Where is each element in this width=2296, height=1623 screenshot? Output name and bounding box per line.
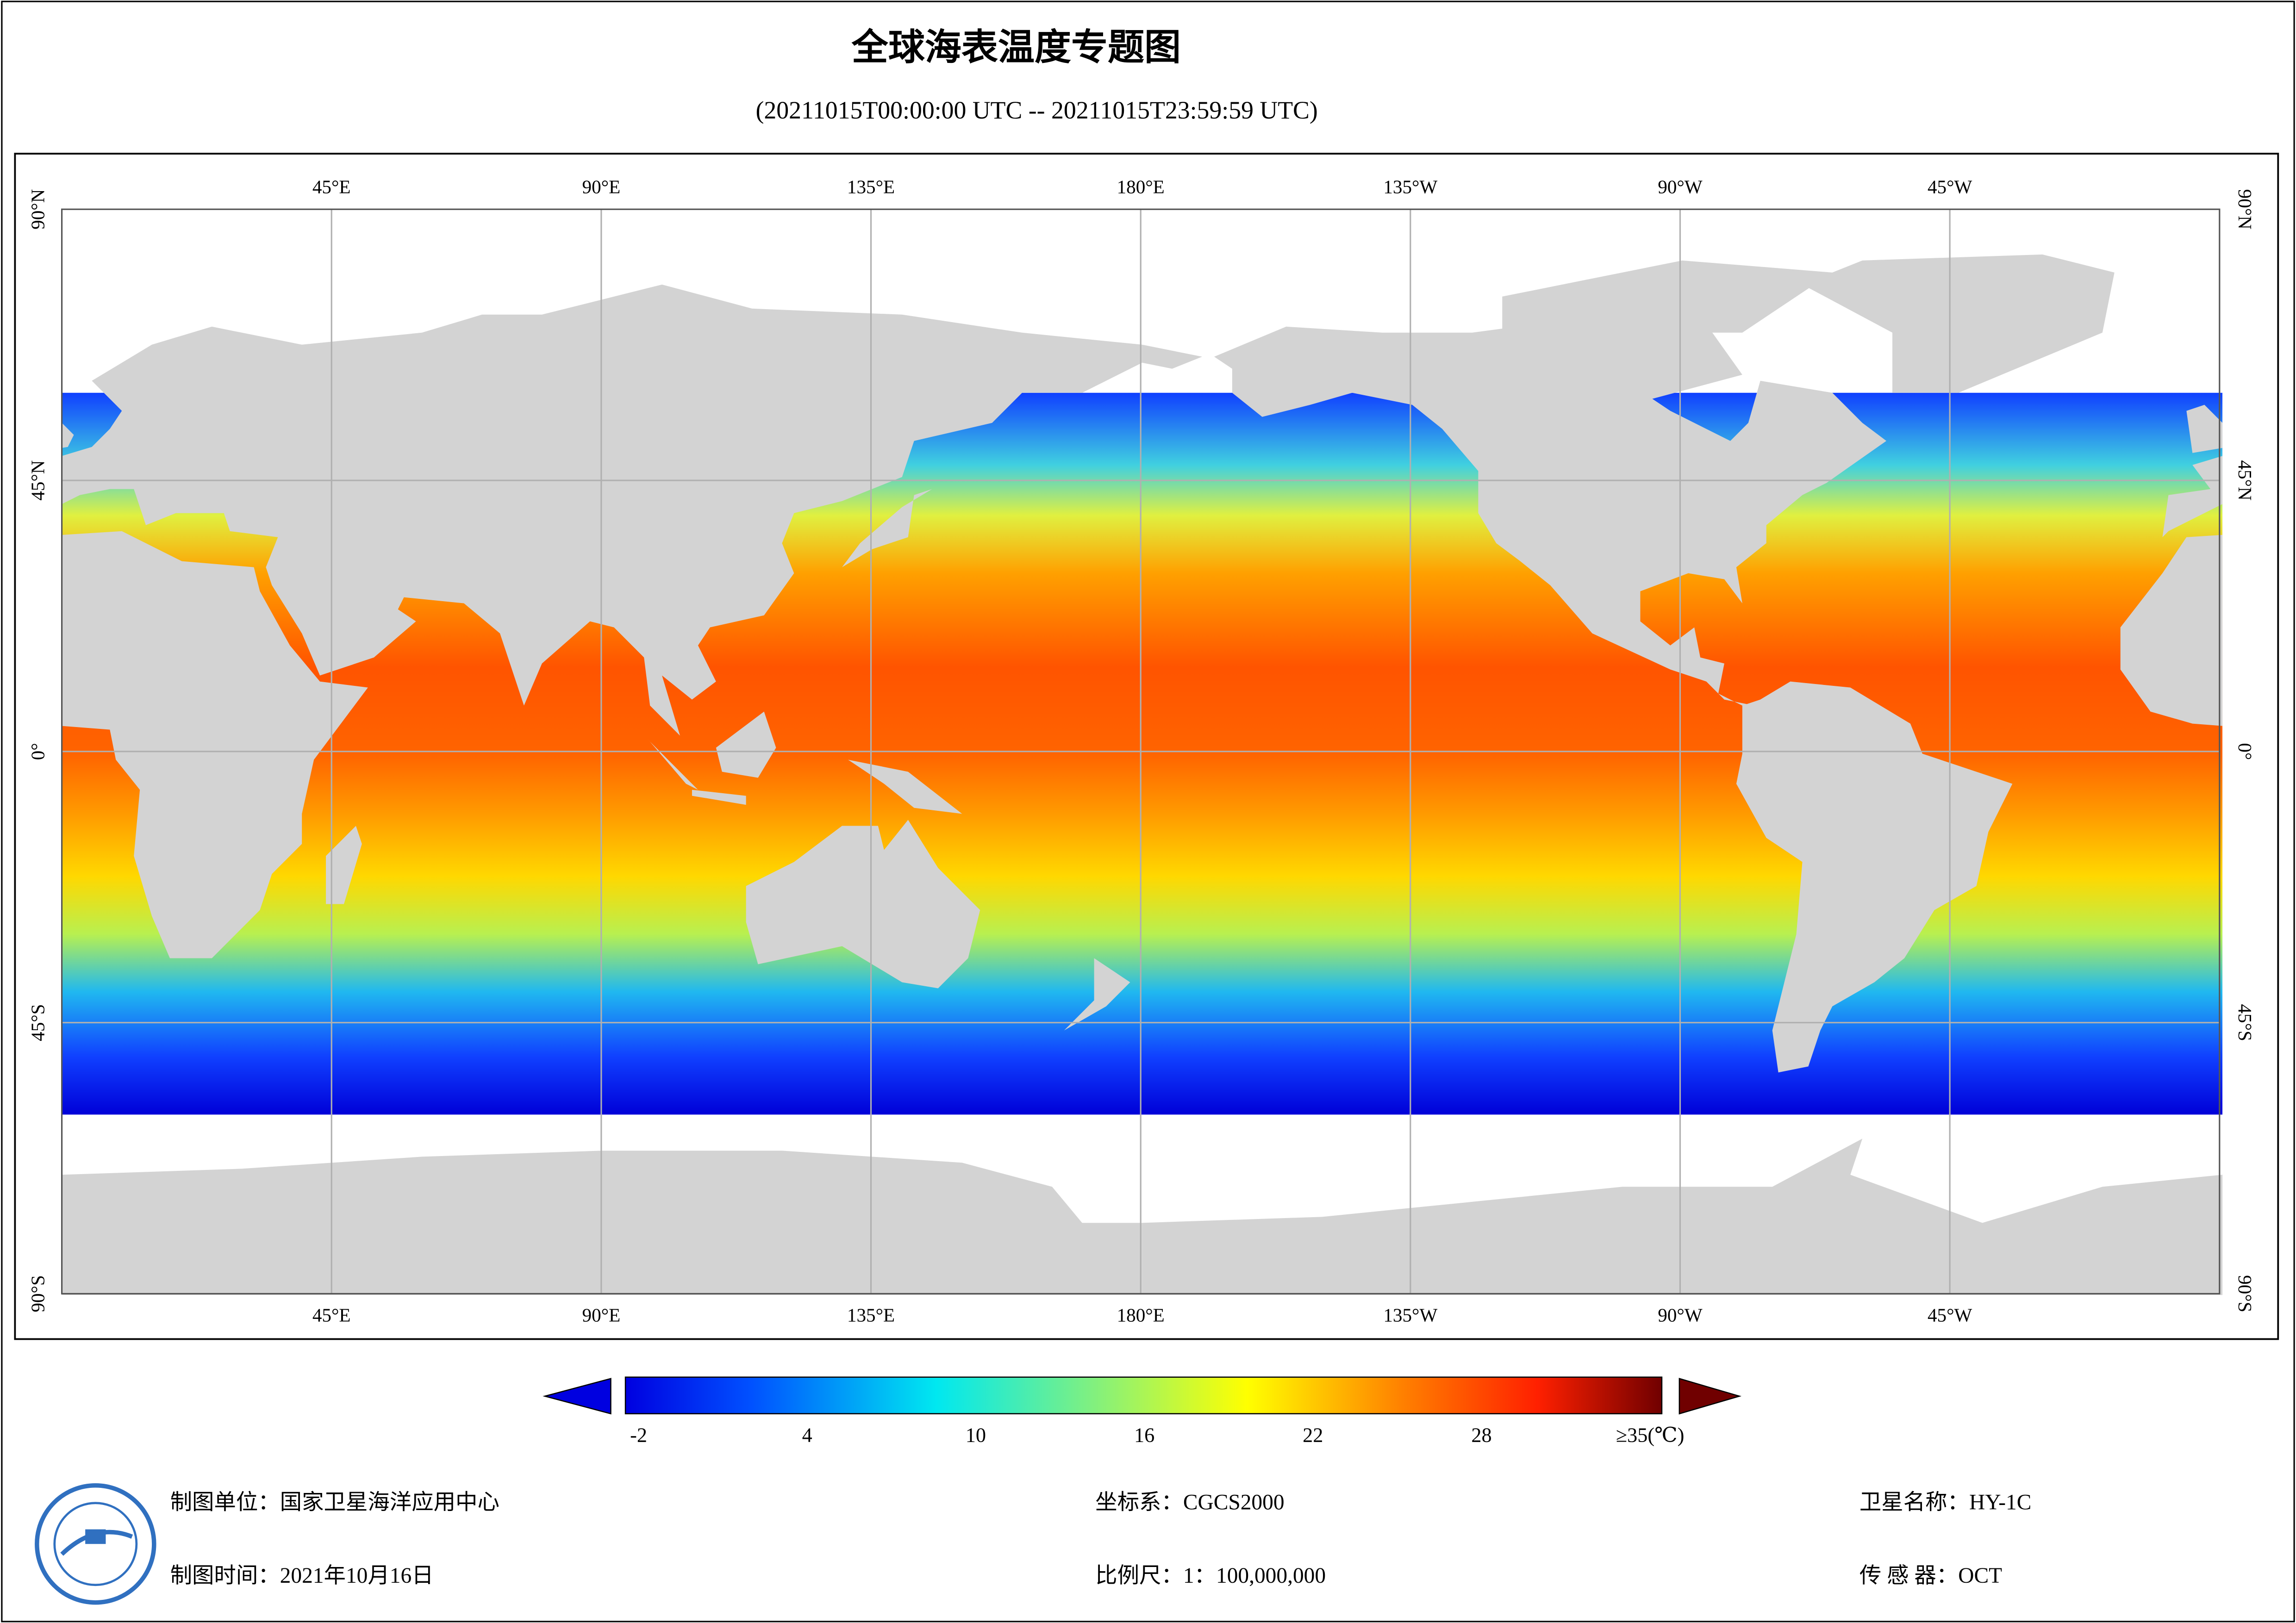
logo — [35, 1483, 156, 1605]
producer: 制图单位：国家卫星海洋应用中心 — [170, 1491, 499, 1515]
lon-label-top: 135°E — [847, 176, 895, 197]
colorbar-low-arrow — [543, 1378, 611, 1415]
subtitle: (20211015T00:00:00 UTC -- 20211015T23:59… — [756, 96, 1318, 124]
lat-label-left: 45°N — [27, 460, 49, 500]
graticule — [62, 209, 2220, 1294]
lon-label-top: 90°W — [1658, 176, 1703, 197]
lon-label-bottom: 45°W — [1928, 1305, 1972, 1326]
lon-label-top: 135°W — [1383, 176, 1437, 197]
colorbar-label: 10 — [966, 1424, 986, 1447]
lon-label-bottom: 180°E — [1117, 1305, 1165, 1326]
lon-label-top: 45°W — [1928, 176, 1972, 197]
colorbar-label: 22 — [1303, 1424, 1323, 1447]
lat-label-right: 90°S — [2234, 1275, 2256, 1312]
colorbar-label: ≥35(℃) — [1616, 1424, 1685, 1447]
colorbar-label: 28 — [1471, 1424, 1491, 1447]
satellite: 卫星名称：HY-1C — [1859, 1491, 2031, 1515]
lat-label-left: 90°N — [27, 189, 49, 230]
lon-label-bottom: 45°E — [312, 1305, 351, 1326]
lat-label-left: 90°S — [27, 1275, 49, 1312]
lon-label-bottom: 135°W — [1383, 1305, 1437, 1326]
lon-label-bottom: 90°E — [582, 1305, 621, 1326]
lon-label-bottom: 90°W — [1658, 1305, 1703, 1326]
colorbar-label: -2 — [630, 1424, 647, 1447]
title: 全球海表温度专题图 — [851, 26, 1181, 68]
map-box — [14, 153, 2279, 1340]
map-scale: 比例尺：1：100,000,000 — [1095, 1564, 1326, 1588]
production-date: 制图时间：2021年10月16日 — [170, 1564, 434, 1588]
lon-label-top: 180°E — [1117, 176, 1165, 197]
colorbar-label: 16 — [1134, 1424, 1154, 1447]
lon-label-top: 90°E — [582, 176, 621, 197]
colorbar-high-arrow — [1678, 1378, 1742, 1415]
map-frame — [61, 208, 2221, 1295]
lat-label-right: 45°S — [2234, 1004, 2256, 1041]
coordinate-system: 坐标系：CGCS2000 — [1095, 1491, 1284, 1515]
sensor: 传 感 器：OCT — [1859, 1564, 2002, 1588]
lon-label-bottom: 135°E — [847, 1305, 895, 1326]
lon-label-top: 45°E — [312, 176, 351, 197]
colorbar — [624, 1376, 1663, 1415]
lat-label-right: 90°N — [2234, 189, 2256, 230]
map — [62, 212, 2223, 1295]
colorbar-label: 4 — [802, 1424, 812, 1447]
lat-label-right: 45°N — [2234, 460, 2256, 500]
lat-label-left: 0° — [27, 743, 49, 760]
lat-label-right: 0° — [2234, 743, 2256, 760]
lat-label-left: 45°S — [27, 1004, 49, 1041]
